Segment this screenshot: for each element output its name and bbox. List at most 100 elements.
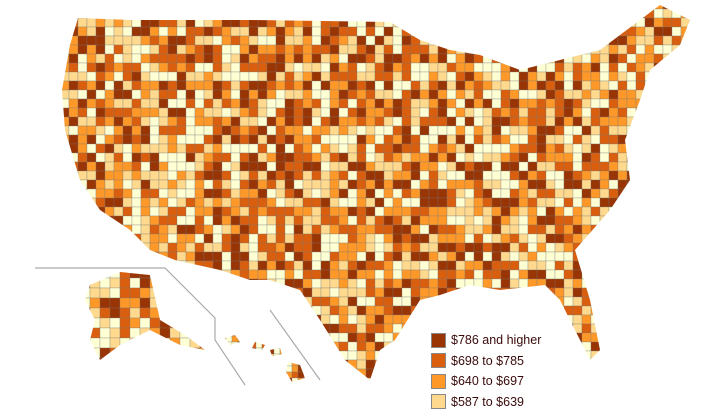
county — [240, 225, 249, 234]
county — [384, 234, 393, 243]
county — [600, 36, 609, 45]
county — [672, 333, 681, 342]
county — [321, 306, 330, 315]
county — [130, 358, 140, 368]
county — [186, 126, 195, 135]
county — [105, 153, 114, 162]
county — [114, 135, 123, 144]
county — [168, 315, 177, 324]
county — [501, 171, 510, 180]
county — [519, 162, 528, 171]
county — [222, 198, 231, 207]
county — [168, 162, 177, 171]
county — [312, 72, 321, 81]
county — [285, 72, 294, 81]
county — [258, 315, 267, 324]
county — [78, 252, 87, 261]
county — [186, 261, 195, 270]
county — [537, 54, 546, 63]
county — [654, 9, 663, 18]
county — [429, 243, 438, 252]
county — [663, 342, 672, 351]
county — [483, 0, 492, 9]
county — [132, 261, 141, 270]
county — [582, 72, 591, 81]
county — [690, 144, 699, 153]
county — [177, 279, 186, 288]
county — [141, 162, 150, 171]
county — [492, 279, 501, 288]
county — [654, 216, 663, 225]
county — [298, 378, 304, 384]
county — [699, 252, 708, 261]
county — [177, 315, 186, 324]
county — [609, 297, 618, 306]
county — [186, 90, 195, 99]
county — [150, 360, 159, 369]
county — [546, 306, 555, 315]
county — [159, 54, 168, 63]
county — [204, 261, 213, 270]
county — [582, 234, 591, 243]
county — [618, 36, 627, 45]
county — [141, 72, 150, 81]
county — [339, 99, 348, 108]
county — [546, 342, 555, 351]
county — [555, 234, 564, 243]
county — [96, 126, 105, 135]
county — [240, 18, 249, 27]
county — [339, 288, 348, 297]
county — [160, 328, 170, 338]
county — [177, 360, 186, 369]
county — [582, 261, 591, 270]
county — [420, 333, 429, 342]
county — [105, 0, 114, 9]
county — [330, 297, 339, 306]
county — [200, 348, 210, 358]
county — [492, 144, 501, 153]
county — [285, 252, 294, 261]
county — [150, 54, 159, 63]
county — [690, 216, 699, 225]
county — [339, 0, 348, 9]
county — [195, 0, 204, 9]
county — [411, 306, 420, 315]
county — [240, 324, 249, 333]
county — [140, 298, 150, 308]
county — [384, 342, 393, 351]
county — [267, 378, 276, 387]
county — [312, 297, 321, 306]
county — [618, 234, 627, 243]
county — [195, 198, 204, 207]
county — [546, 18, 555, 27]
county — [600, 63, 609, 72]
county — [285, 90, 294, 99]
county — [564, 387, 573, 396]
county — [204, 342, 213, 351]
county — [456, 279, 465, 288]
county — [276, 153, 285, 162]
county — [492, 225, 501, 234]
county — [690, 369, 699, 378]
county — [267, 297, 276, 306]
county — [222, 189, 231, 198]
county — [420, 288, 429, 297]
county — [222, 0, 231, 9]
county — [537, 279, 546, 288]
county — [249, 189, 258, 198]
county — [249, 252, 258, 261]
county — [330, 72, 339, 81]
county — [238, 366, 244, 372]
county — [600, 135, 609, 144]
county — [195, 108, 204, 117]
county — [366, 243, 375, 252]
county — [411, 36, 420, 45]
county — [267, 171, 276, 180]
county — [501, 117, 510, 126]
county — [294, 234, 303, 243]
county — [330, 63, 339, 72]
county — [222, 36, 231, 45]
county — [582, 342, 591, 351]
county — [321, 216, 330, 225]
county — [159, 18, 168, 27]
